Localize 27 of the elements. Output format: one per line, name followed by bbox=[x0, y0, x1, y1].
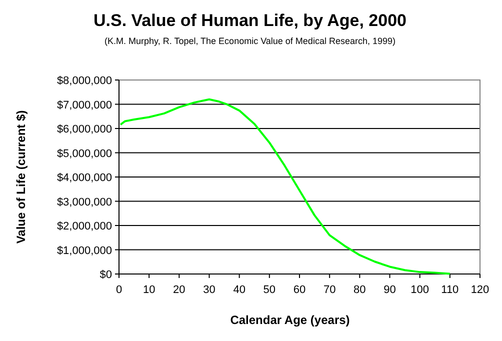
x-tick-label: 0 bbox=[116, 284, 122, 296]
y-tick-label: $7,000,000 bbox=[56, 99, 112, 112]
x-tick-label: 30 bbox=[203, 284, 216, 296]
x-tick-label: 60 bbox=[293, 284, 306, 296]
y-tick-label: $0 bbox=[100, 269, 112, 281]
x-tick-label: 80 bbox=[354, 284, 366, 296]
chart-subtitle: (K.M. Murphy, R. Topel, The Economic Value of Medical Research, 1999) bbox=[104, 36, 396, 46]
x-tick-label: 50 bbox=[263, 284, 276, 296]
x-tick-label: 10 bbox=[142, 284, 156, 296]
y-tick-label: $2,000,000 bbox=[56, 220, 112, 232]
y-tick-label: $4,000,000 bbox=[56, 172, 112, 184]
x-tick-label: 110 bbox=[441, 284, 459, 296]
x-axis-title: Calendar Age (years) bbox=[230, 313, 350, 327]
line-series bbox=[120, 98, 451, 275]
y-tick-label: $1,000,000 bbox=[56, 244, 112, 257]
x-tick-label: 120 bbox=[470, 284, 490, 296]
y-tick-label: $3,000,000 bbox=[56, 196, 112, 208]
x-tick-label: 40 bbox=[233, 284, 246, 296]
x-tick-label: 100 bbox=[410, 284, 430, 296]
y-tick-label: $6,000,000 bbox=[56, 124, 112, 136]
y-axis-title: Value of Life (current $) bbox=[14, 110, 28, 244]
x-tick-label: 90 bbox=[384, 284, 396, 296]
chart-title: U.S. Value of Human Life, by Age, 2000 bbox=[93, 11, 407, 30]
x-tick-label: 70 bbox=[323, 284, 336, 296]
x-tick-label: 20 bbox=[173, 284, 186, 296]
y-tick-label: $5,000,000 bbox=[56, 148, 112, 160]
y-tick-label: $8,000,000 bbox=[56, 75, 112, 87]
